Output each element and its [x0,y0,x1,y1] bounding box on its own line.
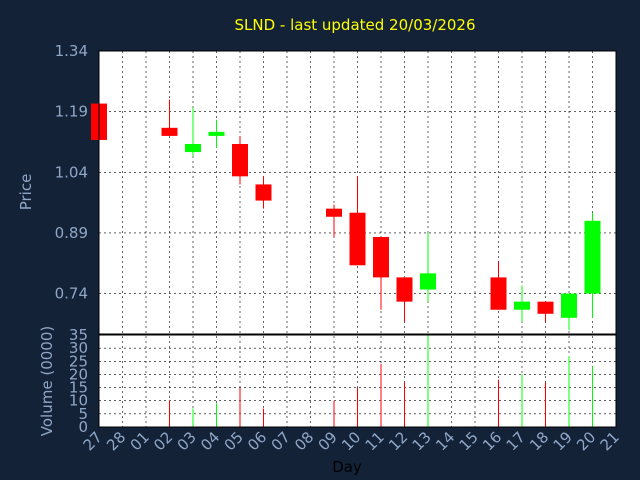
price-tick-label: 0.74 [55,285,88,303]
price-tick-label: 0.89 [55,224,88,242]
volume-tick-label: 10 [69,392,88,410]
price-plot-border [98,50,617,335]
volume-tick-label: 0 [78,418,88,436]
x-axis-title: Day [332,458,362,476]
x-tick-label: 01 [127,428,153,454]
volume-tick-label: 15 [69,379,88,397]
x-tick-label: 07 [268,428,294,454]
x-tick-label: 02 [150,428,176,454]
candle-body [420,273,436,290]
x-tick-label: 11 [362,428,388,454]
x-tick-label: 14 [432,428,458,454]
candle-body [490,277,507,310]
candle-body [185,143,201,153]
volume-tick-label: 5 [78,405,88,423]
candle-body [373,236,389,278]
candle-body [396,277,413,302]
x-tick-label: 20 [573,428,599,454]
candle-body [561,293,577,318]
volume-tick-label: 30 [69,339,88,357]
candle-body [232,143,248,177]
chart-title: SLND - last updated 20/03/2026 [234,16,475,34]
x-tick-label: 17 [503,428,529,454]
candle-body [161,127,178,136]
x-tick-label: 10 [338,428,364,454]
x-tick-label: 04 [197,428,223,454]
candle-body [537,301,554,314]
volume-tick-label: 35 [69,326,88,344]
price-candles [91,99,601,330]
x-tick-label: 09 [315,428,341,454]
x-tick-label: 13 [409,428,435,454]
price-tick-label: 1.19 [55,103,88,121]
x-tick-label: 21 [597,428,623,454]
volume-tick-label: 25 [69,352,88,370]
x-tick-label: 16 [479,428,505,454]
x-tick-label: 12 [385,428,411,454]
x-tick-label: 28 [103,428,129,454]
candle-body [208,131,225,136]
x-tick-label: 06 [244,428,270,454]
x-tick-label: 05 [221,428,247,454]
x-tick-label: 08 [291,428,317,454]
x-tick-label: 19 [550,428,576,454]
candle-body [255,184,272,201]
candle-body [514,301,530,310]
candle-body [349,212,366,266]
volume-tick-label: 20 [69,365,88,383]
volume-plot-border [98,334,617,428]
x-tick-label: 03 [174,428,200,454]
price-tick-label: 1.34 [55,42,88,60]
volume-axis-title: Volume (0000) [38,326,56,436]
volume-bars [98,335,593,427]
x-tick-label: 15 [456,428,482,454]
x-tick-label: 18 [526,428,552,454]
candle-body [326,208,342,217]
price-axis-title: Price [17,174,35,211]
candle-body [584,220,601,294]
price-tick-label: 1.04 [55,163,88,181]
